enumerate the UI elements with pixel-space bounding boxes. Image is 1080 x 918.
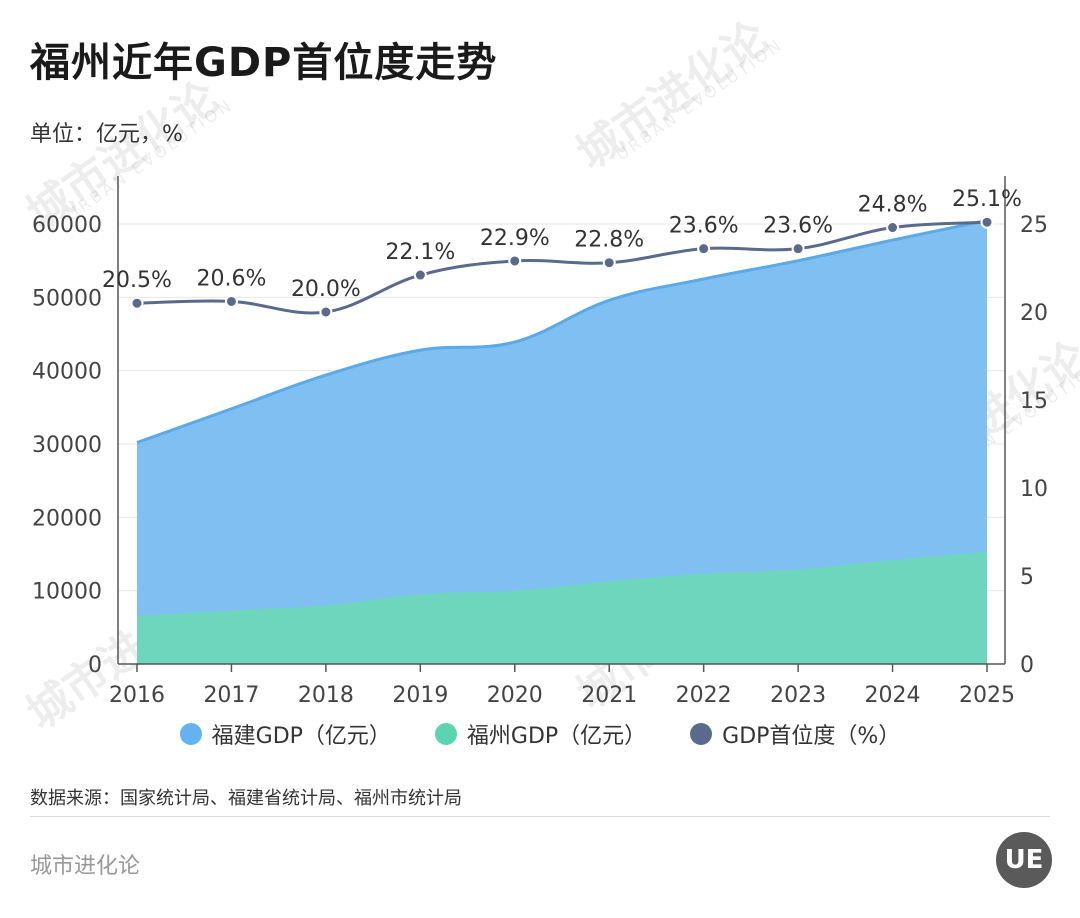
y-right-tick-label: 25 — [1020, 213, 1048, 238]
point-gdp-primacy — [130, 296, 144, 310]
line-fujian-gdp — [136, 218, 988, 444]
x-tick-label: 2021 — [581, 683, 637, 708]
x-tick-label: 2019 — [392, 683, 448, 708]
data-label-gdp-primacy: 20.6% — [196, 266, 266, 291]
data-label-gdp-primacy: 23.6% — [763, 214, 833, 239]
divider — [30, 816, 1050, 817]
data-label-gdp-primacy: 22.1% — [385, 240, 455, 265]
y-left-tick-label: 0 — [88, 653, 102, 678]
x-tick-label: 2017 — [203, 683, 259, 708]
x-tick-label: 2022 — [676, 683, 732, 708]
y-right-tick-label: 15 — [1020, 389, 1048, 414]
legend-swatch — [179, 723, 202, 745]
point-gdp-primacy — [791, 242, 805, 256]
y-right-tick-label: 5 — [1020, 565, 1034, 590]
y-left-tick-label: 60000 — [32, 213, 102, 238]
y-left-tick-label: 30000 — [32, 433, 102, 458]
area-fujian-gdp — [137, 220, 987, 665]
legend-item: 福州GDP（亿元） — [434, 718, 647, 750]
x-tick-label: 2016 — [109, 683, 165, 708]
legend-swatch — [690, 723, 713, 745]
data-label-gdp-primacy: 20.5% — [102, 268, 172, 293]
y-left-tick-label: 10000 — [32, 580, 102, 605]
x-tick-label: 2018 — [298, 683, 354, 708]
x-tick-label: 2020 — [487, 683, 543, 708]
y-right-tick-label: 10 — [1020, 477, 1048, 502]
legend-label: GDP首位度（%） — [722, 724, 901, 749]
y-right-tick-label: 20 — [1020, 301, 1048, 326]
chart-title: 福州近年GDP首位度走势 — [30, 40, 498, 86]
y-right-tick-label: 0 — [1020, 653, 1034, 678]
data-label-gdp-primacy: 25.1% — [952, 187, 1022, 212]
data-label-gdp-primacy: 20.0% — [291, 277, 361, 302]
point-gdp-primacy — [319, 305, 333, 319]
line-gdp-primacy — [136, 220, 988, 315]
x-tick-label: 2023 — [770, 683, 826, 708]
data-label-gdp-primacy: 24.8% — [858, 193, 928, 218]
legend-label: 福建GDP（亿元） — [211, 724, 391, 749]
brand-name: 城市进化论 — [30, 854, 141, 879]
legend-swatch — [434, 723, 457, 745]
data-label-gdp-primacy: 23.6% — [669, 214, 739, 239]
point-gdp-primacy — [413, 268, 427, 282]
point-gdp-primacy — [508, 254, 522, 268]
brand-logo: UE — [996, 832, 1052, 888]
y-left-tick-label: 40000 — [32, 360, 102, 385]
point-gdp-primacy — [886, 221, 900, 235]
legend: 福建GDP（亿元） 福州GDP（亿元） GDP首位度（%） — [0, 718, 1080, 750]
area-fuzhou-gdp — [137, 551, 987, 664]
point-gdp-primacy — [224, 294, 238, 308]
point-gdp-primacy — [602, 256, 616, 270]
data-label-gdp-primacy: 22.9% — [480, 226, 550, 251]
y-left-tick-label: 50000 — [32, 286, 102, 311]
x-tick-label: 2024 — [865, 683, 921, 708]
point-gdp-primacy — [980, 215, 994, 229]
point-gdp-primacy — [697, 242, 711, 256]
x-tick-label: 2025 — [959, 683, 1015, 708]
y-left-tick-label: 20000 — [32, 506, 102, 531]
data-label-gdp-primacy: 22.8% — [574, 228, 644, 253]
data-source: 数据来源：国家统计局、福建省统计局、福州市统计局 — [30, 788, 462, 809]
legend-item: GDP首位度（%） — [690, 718, 900, 750]
unit-label: 单位：亿元，% — [30, 122, 183, 147]
legend-label: 福州GDP（亿元） — [466, 724, 647, 749]
legend-item: 福建GDP（亿元） — [179, 718, 391, 750]
